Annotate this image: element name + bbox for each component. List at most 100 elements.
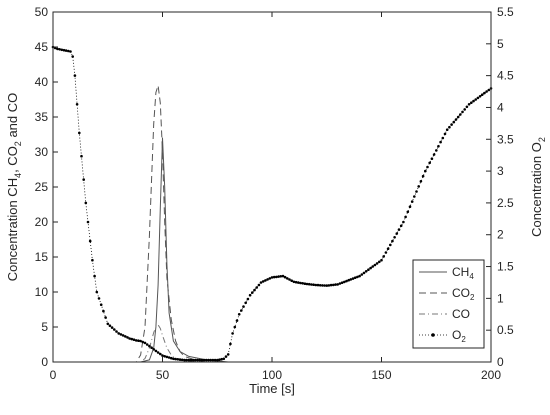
o2-marker [443, 132, 447, 136]
o2-marker [150, 346, 153, 350]
o2-marker [224, 355, 228, 358]
o2-marker [64, 49, 68, 52]
o2-marker [362, 271, 366, 275]
o2-marker [415, 190, 418, 193]
o2-marker [329, 283, 333, 287]
o2-marker [180, 358, 184, 362]
o2-marker [367, 268, 370, 272]
o2-marker [58, 48, 61, 51]
series-line-co2 [53, 85, 491, 363]
o2-marker [485, 90, 488, 93]
y-left-tick-label: 35 [35, 110, 49, 124]
o2-marker [220, 357, 223, 361]
o2-marker [200, 358, 204, 362]
y-left-tick-label: 0 [41, 355, 48, 369]
o2-marker [253, 288, 256, 292]
o2-marker [148, 344, 151, 348]
o2-marker [439, 140, 442, 144]
o2-marker [56, 47, 59, 51]
o2-marker [99, 303, 103, 307]
o2-marker [406, 210, 410, 214]
x-tick-label: 50 [156, 368, 170, 382]
legend-label-co: CO [452, 307, 470, 321]
o2-marker [216, 358, 219, 362]
o2-marker [432, 153, 436, 156]
o2-marker [231, 332, 234, 335]
y-right-tick-label: 2.5 [497, 196, 514, 210]
o2-marker [452, 120, 456, 124]
o2-marker [113, 328, 116, 331]
o2-marker [237, 313, 241, 316]
ticks-layer: 0 50 100 150 2000510152025303540455000.511.5… [35, 5, 514, 382]
o2-marker [165, 355, 169, 359]
o2-marker [303, 282, 307, 286]
o2-marker [454, 118, 458, 121]
o2-marker [75, 103, 79, 106]
x-tick-label: 200 [481, 368, 501, 382]
o2-marker [373, 263, 377, 267]
o2-marker [399, 224, 403, 228]
o2-marker [82, 178, 85, 181]
o2-marker [332, 283, 335, 287]
o2-marker [417, 185, 421, 188]
y-axis-left-label: Concentration CH4, CO2 and CO [5, 93, 23, 282]
o2-marker [161, 354, 164, 357]
o2-marker [316, 283, 320, 287]
o2-marker [283, 275, 287, 279]
o2-marker [459, 113, 462, 116]
o2-marker [371, 265, 375, 268]
o2-marker [281, 274, 285, 278]
o2-marker [336, 283, 340, 286]
o2-marker [345, 279, 348, 283]
o2-marker [67, 49, 70, 53]
o2-marker [266, 278, 269, 281]
o2-marker [156, 351, 160, 354]
o2-marker [364, 270, 368, 273]
o2-marker [307, 282, 311, 286]
o2-marker [108, 324, 112, 328]
o2-marker [424, 169, 427, 173]
o2-marker [91, 258, 94, 262]
y-left-tick-label: 40 [35, 75, 49, 89]
y-right-tick-label: 1.5 [497, 260, 514, 274]
o2-marker [472, 99, 475, 103]
o2-marker [465, 105, 469, 109]
y-left-tick-label: 5 [41, 320, 48, 334]
y-right-tick-label: 5.5 [497, 5, 514, 19]
o2-marker [132, 338, 136, 342]
o2-marker [261, 280, 265, 283]
o2-marker [104, 316, 107, 319]
legend-items: CH4 CO2 CO O2 [419, 265, 475, 344]
o2-marker [268, 277, 272, 280]
x-tick-label: 150 [371, 368, 391, 382]
o2-marker [430, 157, 434, 160]
y-left-tick-label: 50 [35, 5, 49, 19]
o2-marker [159, 352, 162, 356]
legend: CH4 CO2 CO O2 [412, 259, 485, 349]
y-right-tick-label: 5 [497, 37, 504, 51]
series-layer [51, 45, 493, 363]
o2-marker [183, 358, 186, 362]
y-left-tick-label: 20 [35, 215, 49, 229]
y-right-tick-label: 0 [497, 355, 504, 369]
o2-marker [272, 275, 276, 279]
o2-marker [349, 278, 353, 281]
y-left-tick-label: 30 [35, 145, 49, 159]
o2-marker [310, 283, 313, 286]
o2-marker [347, 278, 351, 282]
o2-marker [408, 205, 412, 208]
o2-marker [480, 93, 484, 96]
o2-marker [187, 358, 191, 362]
o2-marker [386, 247, 390, 250]
o2-marker [128, 337, 131, 340]
o2-marker [106, 322, 110, 326]
series-line-ch4 [53, 137, 491, 363]
o2-marker [277, 275, 280, 278]
o2-marker [334, 283, 337, 286]
o2-marker [351, 277, 355, 280]
o2-marker [152, 348, 155, 351]
o2-marker [130, 337, 134, 341]
o2-marker [233, 325, 237, 329]
y-left-tick-label: 45 [35, 40, 49, 54]
